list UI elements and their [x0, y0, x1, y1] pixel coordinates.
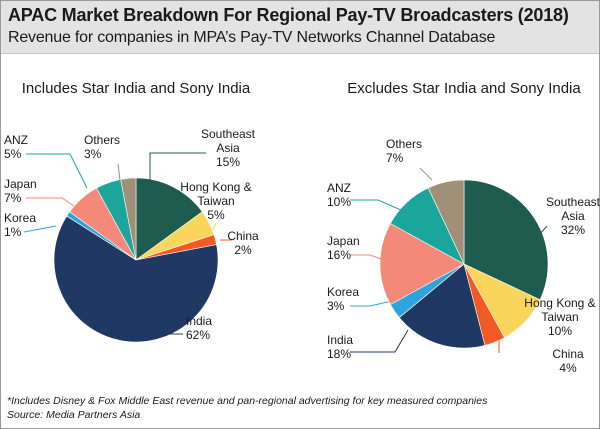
- leader-line-anz: [350, 199, 411, 215]
- slice-label-japan: Japan 16%: [327, 234, 360, 262]
- slice-label-korea: Korea 3%: [327, 285, 359, 313]
- slice-label-hong-kong-taiwan: Hong Kong & Taiwan 10%: [524, 296, 595, 338]
- pie-slice-others: [427, 179, 465, 265]
- slice-label-india: India 62%: [186, 314, 212, 342]
- leader-line-hong-kong-taiwan: [518, 313, 530, 318]
- pie-slice-india: [398, 263, 486, 349]
- pie-title: Includes Star India and Sony India: [22, 80, 251, 97]
- leader-line-india: [350, 329, 409, 353]
- source-note: Source: Media Partners Asia: [7, 409, 141, 421]
- slice-label-china: China 4%: [552, 347, 584, 375]
- pie-chart-1: Includes Star India and Sony India Southe…: [4, 80, 259, 343]
- slice-label-china: China 2%: [227, 229, 259, 257]
- pie-chart-2: Excludes Star India and Sony India Southe…: [327, 80, 600, 375]
- pie-slice-india: [53, 215, 219, 343]
- footnote: *Includes Disney & Fox Middle East reven…: [7, 395, 488, 407]
- leader-line-anz: [26, 153, 88, 189]
- chart-title: APAC Market Breakdown For Regional Pay-T…: [8, 5, 569, 25]
- leader-line-others: [419, 167, 433, 181]
- pie-slice-southeast-asia: [135, 177, 203, 261]
- slice-label-others: Others 7%: [386, 137, 422, 165]
- leader-line-japan: [350, 254, 385, 261]
- leader-line-southeast-asia: [149, 152, 206, 180]
- slice-label-southeast-asia: Southeast Asia 32%: [546, 195, 600, 237]
- chart-subtitle: Revenue for companies in MPA’s Pay-TV Ne…: [8, 29, 496, 46]
- leader-line-hong-kong-taiwan: [212, 222, 217, 231]
- slice-label-hong-kong-taiwan: Hong Kong & Taiwan 5%: [180, 180, 251, 222]
- leader-line-others: [117, 163, 121, 181]
- pie-slice-others: [120, 177, 137, 261]
- slice-label-korea: Korea 1%: [4, 211, 36, 239]
- slice-label-anz: ANZ 10%: [327, 181, 351, 209]
- slice-label-southeast-asia: Southeast Asia 15%: [201, 127, 256, 169]
- slice-label-others: Others 3%: [84, 133, 120, 161]
- slice-label-anz: ANZ 5%: [4, 133, 28, 161]
- leader-line-korea: [23, 225, 57, 233]
- pie-title: Excludes Star India and Sony India: [347, 80, 581, 97]
- header-band: APAC Market Breakdown For Regional Pay-T…: [1, 1, 599, 54]
- slice-label-japan: Japan 7%: [4, 177, 37, 205]
- leader-line-india: [164, 327, 183, 335]
- leader-line-japan: [26, 197, 75, 207]
- slice-label-india: India 18%: [327, 333, 353, 361]
- pie-slice-japan: [379, 223, 465, 305]
- pie-slice-southeast-asia: [463, 179, 549, 301]
- leader-line-korea: [350, 299, 397, 307]
- leader-line-southeast-asia: [539, 225, 548, 235]
